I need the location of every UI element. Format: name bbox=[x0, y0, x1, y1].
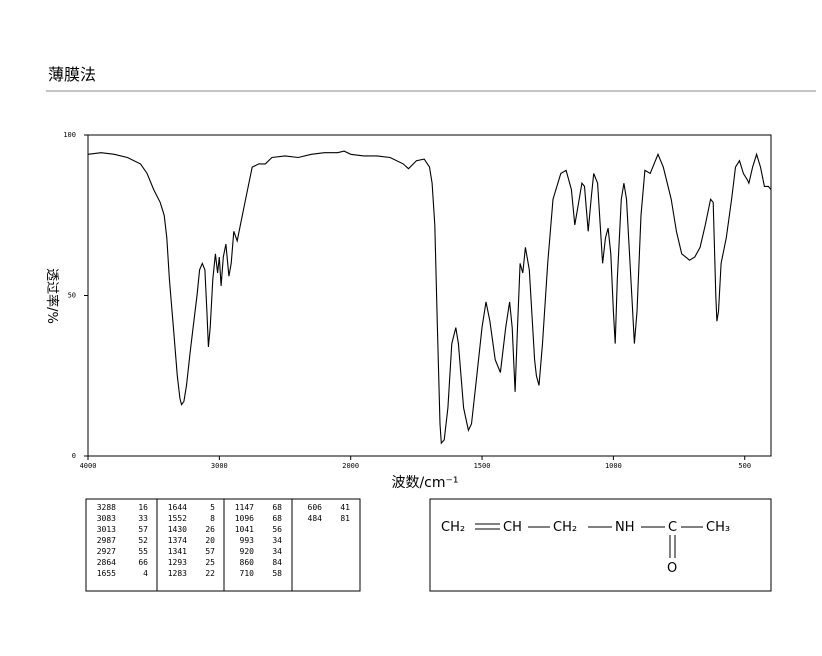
peak-wavenumber: 1341 bbox=[168, 547, 187, 556]
x-axis-label: 波数/cm⁻¹ bbox=[391, 475, 458, 491]
x-tick-label: 500 bbox=[738, 462, 751, 470]
x-tick-label: 1000 bbox=[605, 462, 622, 470]
peak-wavenumber: 1283 bbox=[168, 569, 187, 578]
peak-wavenumber: 710 bbox=[240, 569, 255, 578]
peak-wavenumber: 1147 bbox=[235, 503, 254, 512]
peak-wavenumber: 1374 bbox=[168, 536, 187, 545]
peak-wavenumber: 606 bbox=[308, 503, 323, 512]
peak-wavenumber: 920 bbox=[240, 547, 255, 556]
page-title: 薄膜法 bbox=[48, 65, 96, 84]
atom: NH bbox=[615, 520, 635, 535]
peak-wavenumber: 1293 bbox=[168, 558, 187, 567]
peak-transmittance: 66 bbox=[138, 558, 148, 567]
y-axis-label: 透过率/% bbox=[44, 268, 60, 324]
peak-transmittance: 25 bbox=[205, 558, 215, 567]
peak-transmittance: 68 bbox=[272, 503, 282, 512]
peak-wavenumber: 484 bbox=[308, 514, 323, 523]
peak-transmittance: 84 bbox=[272, 558, 282, 567]
y-tick-label: 0 bbox=[72, 452, 76, 460]
spectrum-line bbox=[87, 150, 772, 445]
y-tick-label: 100 bbox=[63, 131, 76, 139]
peak-wavenumber: 1655 bbox=[97, 569, 116, 578]
atom: CH₂ bbox=[441, 520, 465, 535]
peak-wavenumber: 2864 bbox=[97, 558, 116, 567]
peak-transmittance: 68 bbox=[272, 514, 282, 523]
peak-transmittance: 22 bbox=[205, 569, 215, 578]
peak-transmittance: 8 bbox=[210, 514, 215, 523]
peak-table: 3288 16 3083 33 3013 57 2987 52 2927 55 2864 66 1655… bbox=[85, 498, 361, 592]
peak-transmittance: 55 bbox=[138, 547, 148, 556]
atom: C bbox=[668, 520, 677, 535]
peak-transmittance: 34 bbox=[272, 547, 282, 556]
peak-transmittance: 56 bbox=[272, 525, 282, 534]
y-tick-label: 50 bbox=[68, 292, 76, 300]
x-tick-label: 3000 bbox=[211, 462, 228, 470]
peak-wavenumber: 1041 bbox=[235, 525, 254, 534]
peak-wavenumber: 993 bbox=[240, 536, 255, 545]
peak-transmittance: 16 bbox=[138, 503, 148, 512]
peak-transmittance: 57 bbox=[205, 547, 215, 556]
peak-transmittance: 5 bbox=[210, 503, 215, 512]
peak-transmittance: 33 bbox=[138, 514, 148, 523]
atom: O bbox=[667, 561, 677, 576]
table-frame bbox=[85, 498, 361, 592]
plot-frame bbox=[87, 134, 772, 457]
peak-wavenumber: 3013 bbox=[97, 525, 116, 534]
peak-wavenumber: 3288 bbox=[97, 503, 116, 512]
peak-transmittance: 41 bbox=[340, 503, 350, 512]
atom: CH bbox=[503, 520, 522, 535]
peak-wavenumber: 3083 bbox=[97, 514, 116, 523]
x-tick-label: 2000 bbox=[342, 462, 359, 470]
peak-wavenumber: 860 bbox=[240, 558, 255, 567]
peak-transmittance: 52 bbox=[138, 536, 148, 545]
x-tick-label: 4000 bbox=[80, 462, 97, 470]
peak-wavenumber: 1096 bbox=[235, 514, 254, 523]
peak-transmittance: 26 bbox=[205, 525, 215, 534]
peak-wavenumber: 1552 bbox=[168, 514, 187, 523]
peak-wavenumber: 2927 bbox=[97, 547, 116, 556]
x-tick-label: 1500 bbox=[474, 462, 491, 470]
peak-wavenumber: 1644 bbox=[168, 503, 187, 512]
peak-wavenumber: 1430 bbox=[168, 525, 187, 534]
peak-transmittance: 4 bbox=[143, 569, 148, 578]
peak-transmittance: 57 bbox=[138, 525, 148, 534]
atom: CH₃ bbox=[706, 520, 730, 535]
structure: CH₂ CH CH₂ NH C CH₃ O bbox=[429, 498, 772, 592]
peak-transmittance: 34 bbox=[272, 536, 282, 545]
structure-frame bbox=[429, 498, 772, 592]
peak-wavenumber: 2987 bbox=[97, 536, 116, 545]
peak-transmittance: 20 bbox=[205, 536, 215, 545]
atom: CH₂ bbox=[553, 520, 577, 535]
peak-transmittance: 81 bbox=[340, 514, 350, 523]
peak-transmittance: 58 bbox=[272, 569, 282, 578]
